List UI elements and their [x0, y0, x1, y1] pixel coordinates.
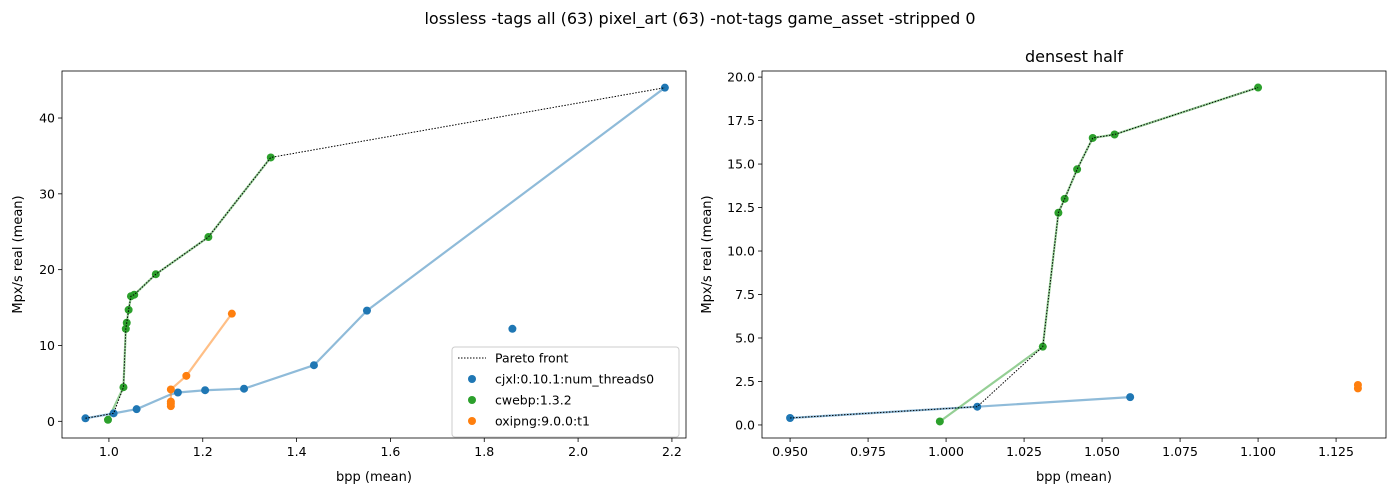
x-axis-label: bpp (mean): [1036, 470, 1112, 485]
data-point: [1110, 130, 1119, 139]
x-tick-label: 1.050: [1084, 444, 1120, 459]
data-point: [166, 397, 175, 406]
data-point: [508, 324, 517, 333]
data-point: [935, 417, 944, 426]
x-tick-label: 1.075: [1162, 444, 1198, 459]
axes-frame: [61, 70, 687, 439]
y-tick-label: 0.0: [735, 417, 755, 432]
data-point: [266, 153, 275, 162]
legend-series-label: cjxl:0.10.1:num_threads0: [495, 372, 654, 387]
y-tick-label: 2.5: [735, 374, 755, 389]
x-tick-label: 1.4: [287, 444, 307, 459]
pareto-front-line: [85, 87, 665, 419]
chart-left: 1.0 1.2 1.4 1.6 1.8 2.0 2.2 0 10 20 30 40 bpp (mean)…: [11, 70, 687, 485]
x-tick-label: 1.2: [193, 444, 213, 459]
series-line: [939, 86, 1259, 423]
data-point: [119, 383, 128, 392]
data-point: [1073, 165, 1082, 174]
y-tick-label: 15.0: [727, 157, 755, 172]
y-axis-label: Mpx/s real (mean): [700, 195, 715, 313]
data-point: [124, 305, 133, 314]
data-point: [1088, 133, 1097, 142]
data-point: [1126, 393, 1135, 402]
legend-pareto-label: Pareto front: [495, 351, 569, 366]
plot-area: [81, 83, 669, 424]
y-tick-label: 17.5: [727, 113, 755, 128]
legend-marker: [468, 417, 476, 425]
x-tick-label: 1.6: [380, 444, 400, 459]
pareto-front-line: [790, 87, 1259, 419]
data-point: [173, 388, 182, 397]
data-point: [1353, 380, 1362, 389]
y-tick-label: 12.5: [727, 200, 755, 215]
y-tick-label: 7.5: [735, 287, 755, 302]
y-tick-label: 10: [39, 338, 55, 353]
legend: Pareto front cjxl:0.10.1:num_threads0cweb…: [451, 346, 680, 438]
x-tick-label: 0.950: [772, 444, 808, 459]
data-point: [130, 290, 139, 299]
x-tick-label: 1.025: [1006, 444, 1042, 459]
x-tick-label: 1.125: [1318, 444, 1354, 459]
data-point: [309, 361, 318, 370]
y-axis-label: Mpx/s real (mean): [11, 195, 26, 313]
y-tick-label: 40: [39, 111, 55, 126]
chart-right-densest-half: densest half 0.950 0.975 1.000 1.025 1.050 1.0…: [700, 47, 1387, 485]
x-tick-label: 1.8: [474, 444, 494, 459]
legend-box: [451, 346, 680, 438]
data-point: [103, 415, 112, 424]
data-point: [109, 409, 118, 418]
data-point: [182, 371, 191, 380]
y-tick-label: 30: [39, 186, 55, 201]
figure-suptitle: lossless -tags all (63) pixel_art (63) -…: [424, 9, 975, 29]
data-point: [973, 402, 982, 411]
x-tick-label: 1.0: [99, 444, 119, 459]
y-tick-label: 5.0: [735, 330, 755, 345]
data-point: [201, 386, 210, 395]
chart-title: densest half: [1025, 47, 1123, 66]
legend-series-label: cwebp:1.3.2: [495, 393, 572, 408]
data-point: [132, 405, 141, 414]
plot-area: [786, 83, 1362, 426]
legend-marker: [468, 375, 476, 383]
x-tick-label: 1.000: [928, 444, 964, 459]
series-line: [85, 86, 666, 420]
x-tick-label: 2.2: [662, 444, 682, 459]
y-tick-label: 20.0: [727, 70, 755, 85]
x-tick-label: 0.975: [850, 444, 886, 459]
y-tick-label: 20: [39, 262, 55, 277]
legend-marker: [468, 396, 476, 404]
data-point: [240, 384, 249, 393]
data-point: [204, 233, 213, 242]
data-point: [362, 306, 371, 315]
data-point: [227, 309, 236, 318]
x-axis-label: bpp (mean): [336, 470, 412, 485]
data-point: [166, 385, 175, 394]
x-tick-label: 1.100: [1240, 444, 1276, 459]
legend-series-label: oxipng:9.0.0:t1: [495, 414, 590, 429]
x-tick-label: 2.0: [568, 444, 588, 459]
series-line: [106, 156, 272, 421]
axes-frame: [761, 70, 1387, 439]
y-tick-label: 10.0: [727, 244, 755, 259]
y-tick-label: 0: [47, 414, 55, 429]
